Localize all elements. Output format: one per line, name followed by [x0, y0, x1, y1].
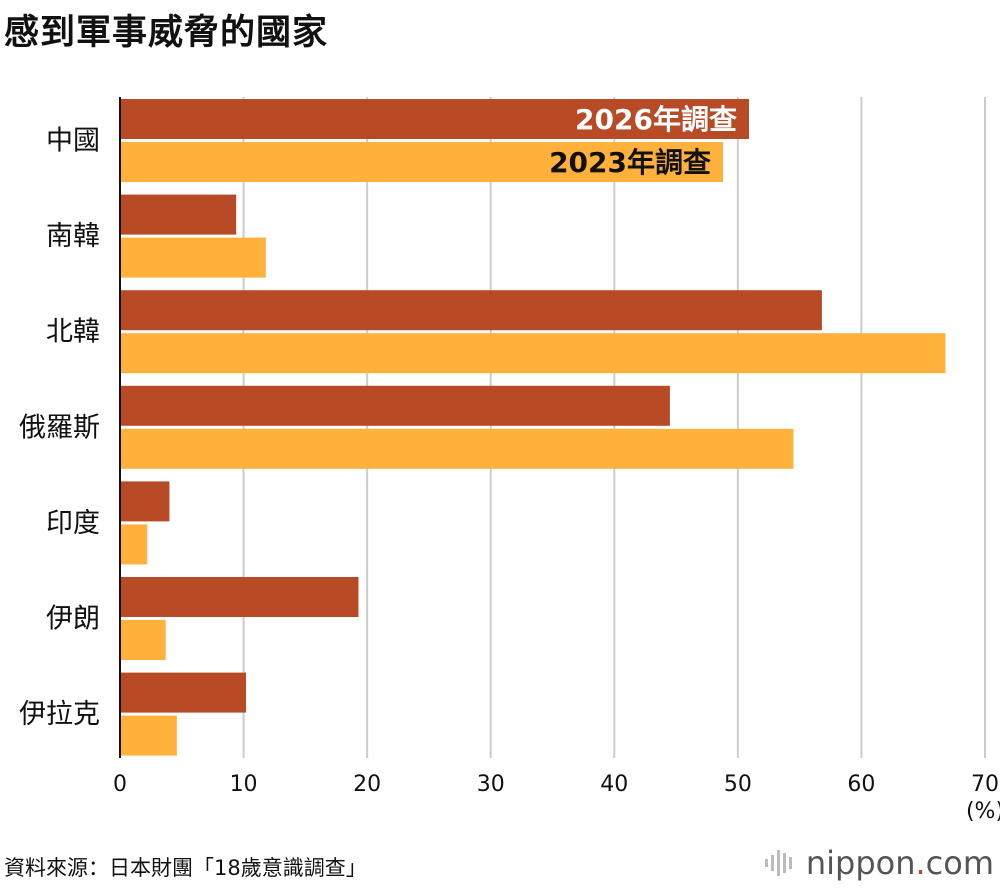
bar [120, 428, 794, 469]
category-label: 伊朗 [46, 604, 100, 635]
brand-logo: nippon.com [764, 844, 994, 882]
brand-dot: . [915, 844, 926, 882]
x-tick-label: 70 [971, 772, 999, 797]
legend-label-2023: 2023年調查 [549, 146, 711, 179]
x-tick-label: 20 [353, 772, 381, 797]
legend-label-2026: 2026年調查 [575, 103, 737, 136]
bar [120, 385, 670, 426]
x-tick-label: 60 [847, 772, 875, 797]
chart-title: 感到軍事威脅的國家 [4, 13, 329, 53]
sound-wave-icon [764, 848, 798, 878]
bar [120, 620, 166, 660]
category-label: 俄羅斯 [19, 412, 100, 443]
bar [120, 237, 266, 278]
bar [120, 142, 724, 182]
brand-suffix: com [925, 844, 994, 882]
bar [120, 524, 148, 565]
brand-name: nippon [805, 844, 916, 882]
x-unit-label: (%) [966, 799, 1000, 824]
bar [120, 672, 247, 713]
series-legend-labels: 2026年調查 2023年調查 [549, 103, 737, 179]
x-tick-labels: 0 10 20 30 40 50 60 70 [113, 772, 999, 797]
bar [120, 290, 822, 331]
x-tick-label: 50 [724, 772, 752, 797]
bar [120, 715, 177, 756]
category-label: 中國 [46, 126, 100, 157]
category-label: 南韓 [46, 221, 100, 252]
grid-lines [242, 97, 986, 758]
source-note: 資料來源：日本財團「18歲意識調查」 [4, 856, 367, 880]
x-tick-label: 0 [113, 772, 127, 797]
category-label: 北韓 [46, 317, 100, 348]
x-tick-label: 10 [230, 772, 258, 797]
bar [120, 99, 749, 139]
x-tick-label: 40 [600, 772, 628, 797]
category-label: 伊拉克 [19, 699, 100, 730]
brand-text: nippon.com [806, 844, 994, 882]
bar [120, 481, 170, 522]
x-tick-label: 30 [477, 772, 505, 797]
category-label: 印度 [46, 508, 100, 539]
bar [120, 577, 359, 617]
bars [120, 99, 946, 756]
bar [120, 194, 237, 235]
bar [120, 333, 946, 374]
